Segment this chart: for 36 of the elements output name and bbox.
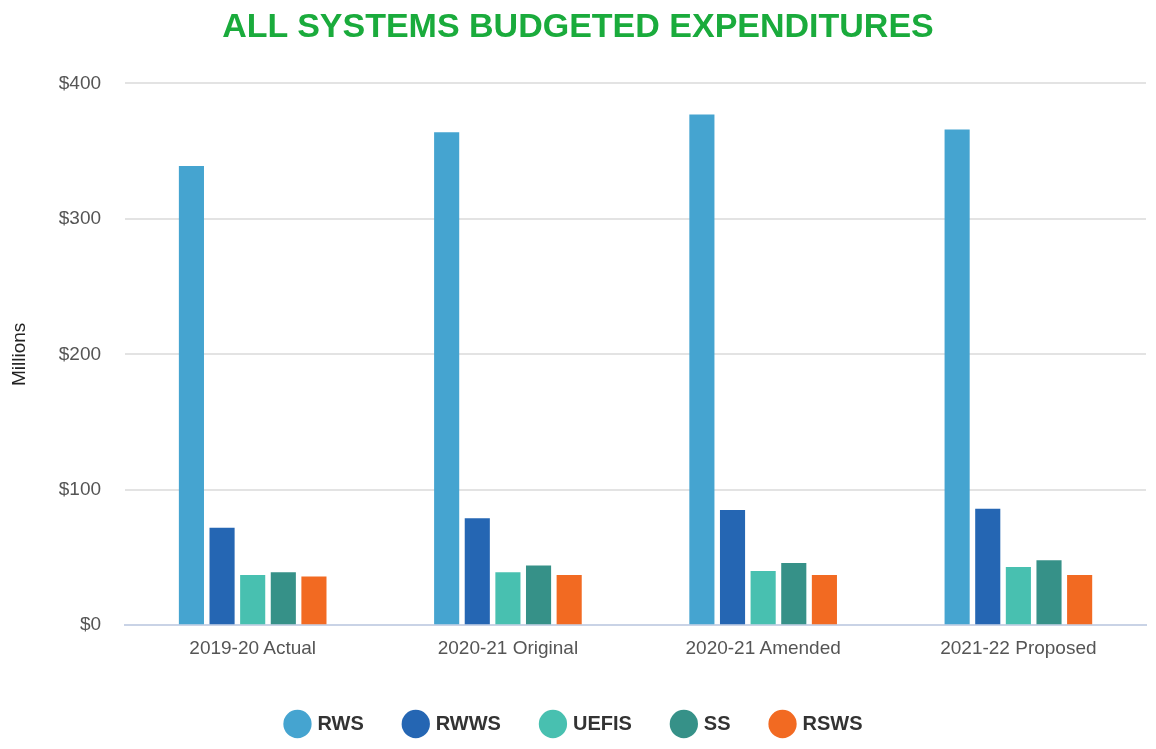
x-tick-label: 2020-21 Original (437, 636, 579, 658)
bar (240, 575, 266, 625)
y-tick-label: $0 (79, 613, 102, 635)
bar (1036, 560, 1062, 625)
bar (556, 575, 582, 625)
bar (1067, 575, 1093, 625)
legend-label: SS (703, 711, 731, 734)
bar (975, 508, 1001, 625)
bar (944, 129, 970, 625)
bar (178, 166, 204, 625)
y-tick-label: $400 (58, 71, 102, 93)
bar (270, 572, 296, 625)
y-tick-label: $300 (58, 207, 102, 229)
legend-label: UEFIS (572, 711, 632, 734)
x-tick-label: 2019-20 Actual (189, 636, 317, 658)
legend-label: RWWS (435, 711, 501, 734)
bar (525, 565, 552, 625)
y-tick-label: $100 (58, 477, 102, 499)
bar (719, 510, 746, 625)
bar (301, 576, 327, 625)
bar (495, 572, 521, 625)
bar (689, 114, 715, 625)
y-axis-title: Millions (7, 322, 29, 386)
legend-label: RWS (317, 711, 364, 734)
chart-title: ALL SYSTEMS BUDGETED EXPENDITURES (221, 6, 935, 46)
bar (811, 575, 837, 625)
bar (209, 527, 235, 625)
y-tick-label: $200 (58, 342, 102, 364)
bar (464, 518, 490, 625)
bar (781, 562, 807, 625)
x-tick-label: 2020-21 Amended (685, 636, 841, 658)
bar (1005, 566, 1031, 625)
bar (434, 132, 460, 625)
x-tick-label: 2021-22 Proposed (940, 636, 1097, 658)
legend-label: RSWS (802, 711, 863, 734)
bar (750, 571, 776, 625)
